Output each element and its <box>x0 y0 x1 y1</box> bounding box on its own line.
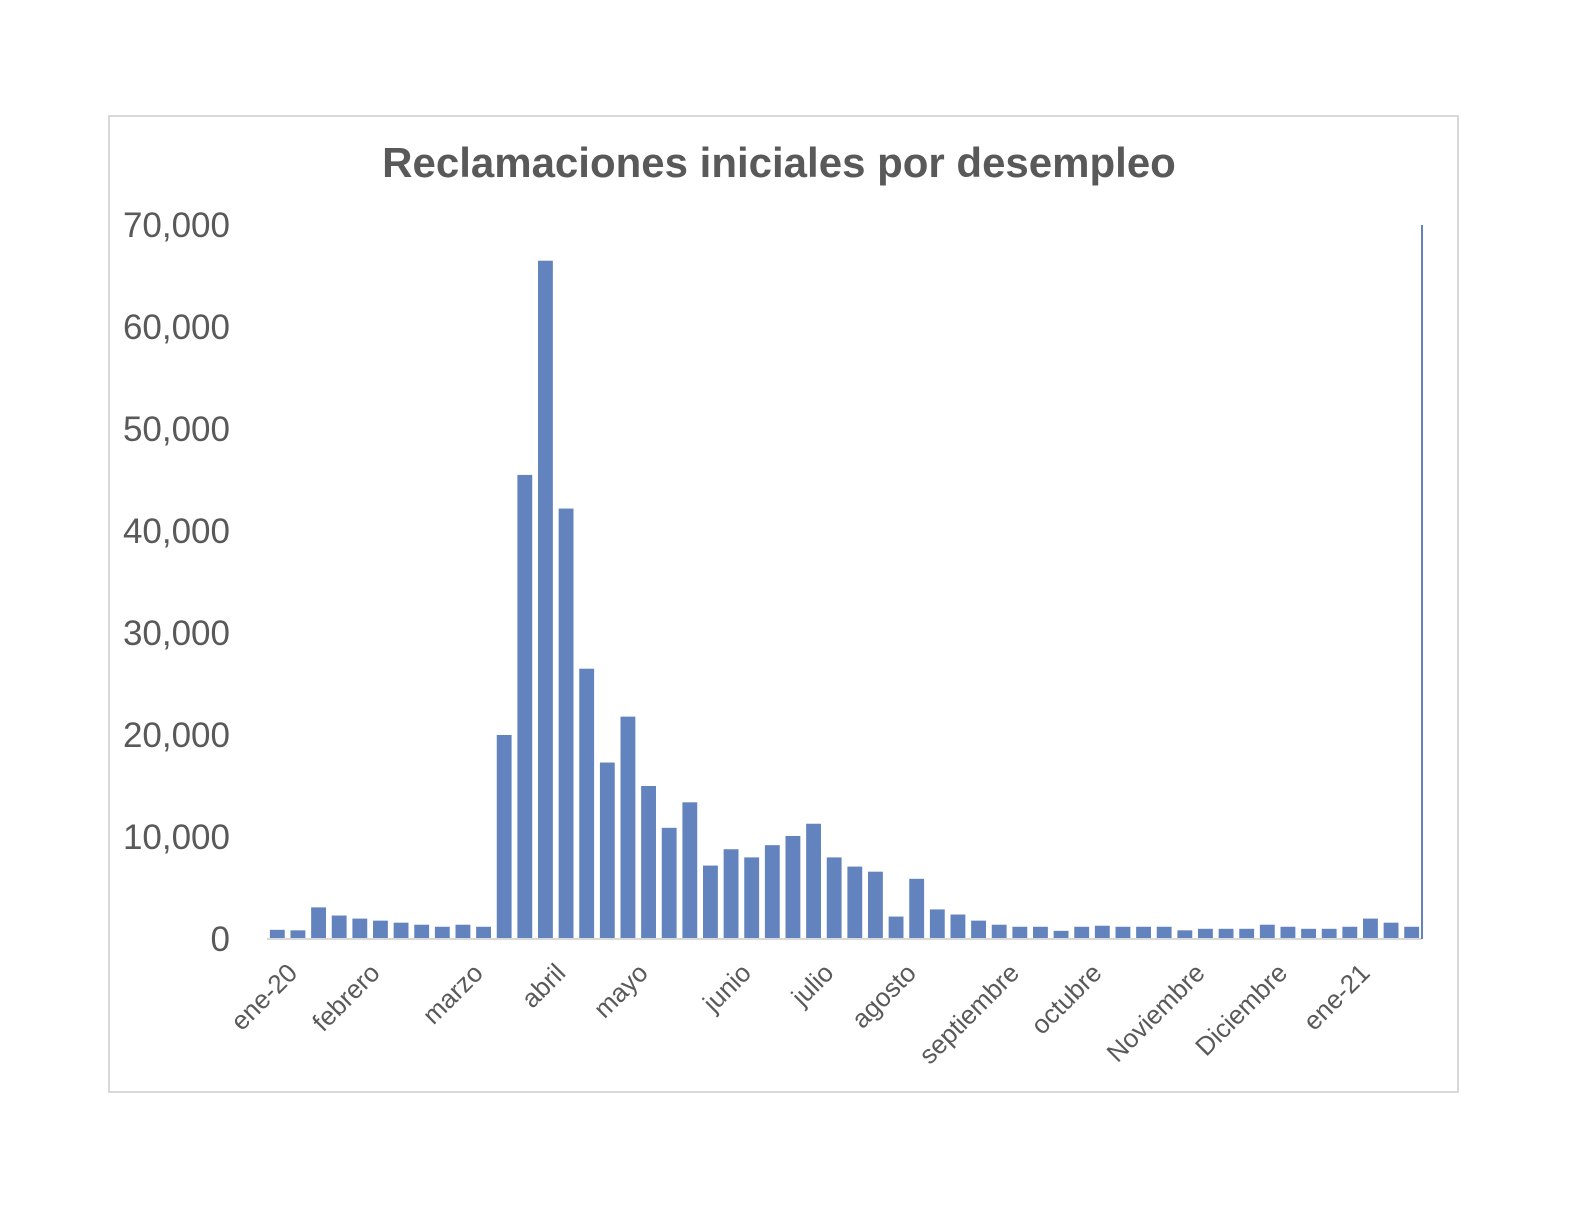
bar <box>991 924 1007 939</box>
bar <box>331 915 347 939</box>
bar <box>1218 928 1234 939</box>
x-axis: ene-20 febrero marzo abril mayo junio julio ago… <box>225 225 1423 1070</box>
bar <box>826 857 842 939</box>
x-tick-label: septiembre <box>913 958 1025 1070</box>
bar <box>1363 918 1378 939</box>
bar <box>888 916 904 939</box>
bar <box>1259 924 1275 939</box>
bar <box>682 802 698 939</box>
bar <box>806 823 821 939</box>
x-tick-label: julio <box>785 958 840 1013</box>
bar <box>538 260 553 939</box>
x-tick-label: junio <box>696 958 757 1019</box>
bars <box>269 260 1420 939</box>
y-axis: 0 10,000 20,000 30,000 40,000 50,000 60,000 70,… <box>123 206 230 959</box>
bar <box>558 508 574 939</box>
bar <box>1404 926 1420 939</box>
bar <box>929 909 945 939</box>
bar <box>847 866 863 939</box>
bar <box>393 922 409 939</box>
bar <box>455 924 471 939</box>
bar <box>1033 926 1048 939</box>
bar <box>764 845 780 939</box>
bar <box>1115 926 1131 939</box>
x-tick-label: marzo <box>416 958 488 1030</box>
bar <box>1198 928 1213 939</box>
bar <box>414 924 430 939</box>
y-tick-label: 50,000 <box>123 410 230 449</box>
bar <box>1012 926 1028 939</box>
bar <box>1342 926 1358 939</box>
bar <box>290 930 306 939</box>
x-tick-label: febrero <box>306 958 385 1037</box>
y-tick-label: 60,000 <box>123 308 230 347</box>
x-tick-label: agosto <box>845 958 921 1034</box>
bar <box>950 914 966 939</box>
chart-title: Reclamaciones iniciales por desempleo <box>382 139 1176 186</box>
y-tick-label: 40,000 <box>123 512 230 551</box>
bar <box>1136 926 1151 939</box>
bar <box>661 827 677 939</box>
bar <box>1074 926 1090 939</box>
bar <box>579 668 595 939</box>
bar <box>517 474 533 939</box>
bar <box>352 918 368 939</box>
x-tick-label: mayo <box>588 958 654 1024</box>
bar <box>1301 928 1316 939</box>
bar <box>1094 925 1110 939</box>
bar <box>496 735 512 939</box>
bar <box>373 920 388 939</box>
bar <box>1280 926 1296 939</box>
bar <box>703 865 718 939</box>
bar <box>971 920 986 939</box>
bar <box>1383 922 1399 939</box>
bar <box>269 929 285 939</box>
y-tick-label: 10,000 <box>123 818 230 857</box>
bar <box>434 926 450 939</box>
x-tick-label: ene-20 <box>225 958 303 1036</box>
x-tick-label: abril <box>515 958 571 1014</box>
bar <box>868 871 883 939</box>
bar <box>785 835 801 939</box>
bar <box>909 878 925 939</box>
y-tick-label: 20,000 <box>123 716 230 755</box>
bar <box>1053 930 1069 939</box>
bar <box>1156 926 1172 939</box>
bar <box>311 907 326 939</box>
bar <box>1239 928 1255 939</box>
bar <box>1321 928 1337 939</box>
y-tick-label: 30,000 <box>123 614 230 653</box>
x-tick-label: ene-21 <box>1297 958 1375 1036</box>
x-tick-label: Noviembre <box>1101 958 1211 1068</box>
bar <box>723 849 739 939</box>
bar <box>599 762 615 939</box>
x-tick-label: octubre <box>1025 958 1108 1041</box>
bar <box>641 786 656 939</box>
y-tick-label: 0 <box>211 920 230 959</box>
bar <box>620 716 636 939</box>
bar <box>476 926 491 939</box>
y-tick-label: 70,000 <box>123 206 230 245</box>
bar <box>1177 930 1193 939</box>
bar <box>744 857 760 939</box>
